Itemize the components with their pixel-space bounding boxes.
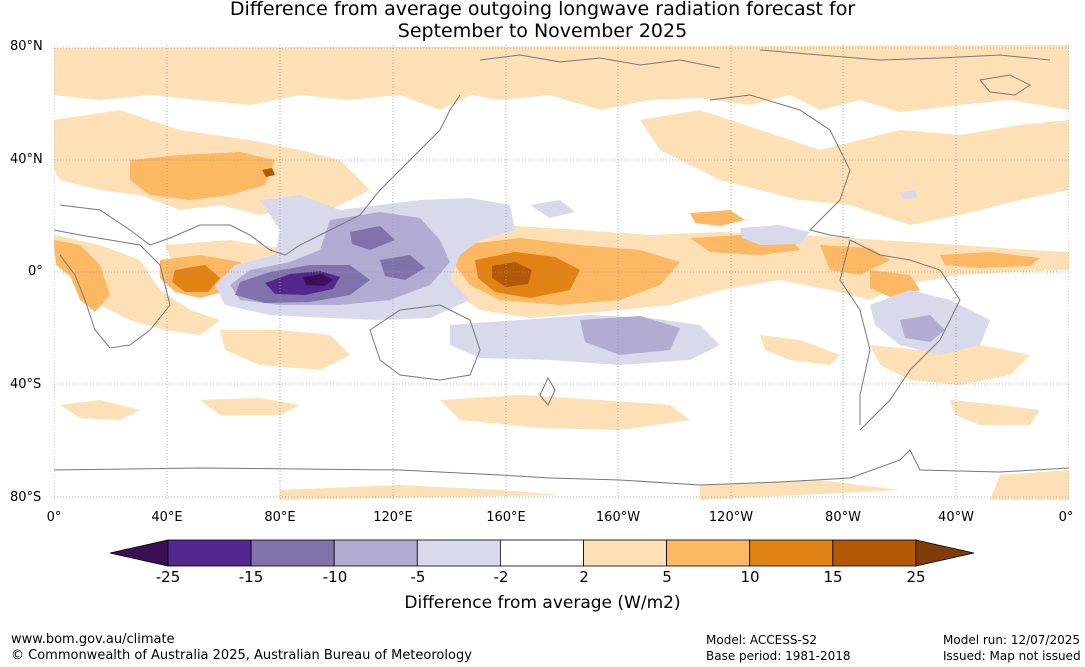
colorbar-swatch — [250, 539, 335, 567]
map-title-line-1: Difference from average outgoing longwav… — [229, 0, 856, 20]
colorbar-tick-label: -25 — [155, 568, 181, 586]
colorbar-tick-label: 10 — [740, 568, 760, 586]
lon-label-80e: 80°E — [264, 510, 296, 525]
colorbar-tick-label: -10 — [322, 568, 348, 586]
lon-label-160e: 160°E — [486, 510, 526, 525]
colorbar-tick-label: -15 — [238, 568, 264, 586]
issued-status: Issued: Map not issued — [943, 649, 1081, 663]
colorbar-swatch — [499, 539, 584, 567]
lon-label-0-left: 0° — [46, 510, 62, 525]
copyright-text: © Commonwealth of Australia 2025, Austra… — [11, 648, 472, 663]
colorbar-swatch — [749, 539, 834, 567]
colorbar — [109, 539, 974, 567]
colorbar-tick-label: 5 — [662, 568, 672, 586]
website-url[interactable]: www.bom.gov.au/climate — [11, 632, 175, 647]
lat-label-40n: 40°N — [10, 152, 43, 167]
colorbar-swatch — [416, 539, 501, 567]
colorbar-tick-label: -5 — [410, 568, 426, 586]
colorbar-extend-high — [915, 539, 974, 567]
lon-label-40w: 40°W — [938, 510, 974, 525]
lon-label-0-right: 0° — [1058, 510, 1074, 525]
colorbar-tick-label: -2 — [493, 568, 509, 586]
model-name: Model: ACCESS-S2 — [706, 633, 818, 647]
coastlines — [54, 49, 1069, 486]
lon-label-120w: 120°W — [708, 510, 754, 525]
colorbar-label: Difference from average (W/m2) — [404, 593, 681, 613]
lat-label-80n: 80°N — [10, 39, 43, 54]
base-period: Base period: 1981-2018 — [706, 649, 851, 663]
lon-label-40e: 40°E — [151, 510, 183, 525]
lat-label-40s: 40°S — [10, 377, 42, 392]
colorbar-tick-label: 15 — [823, 568, 843, 586]
map-title-line-2: September to November 2025 — [397, 20, 688, 42]
colorbar-extend-low — [109, 539, 169, 567]
lon-label-160w: 160°W — [595, 510, 641, 525]
colorbar-tick-label: 2 — [579, 568, 589, 586]
lon-label-120e: 120°E — [373, 510, 413, 525]
colorbar-swatch — [167, 539, 252, 567]
colorbar-swatch — [583, 539, 667, 567]
model-run-date: Model run: 12/07/2025 — [943, 633, 1081, 647]
lon-label-80w: 80°W — [825, 510, 861, 525]
lat-label-equator: 0° — [28, 264, 43, 279]
colorbar-tick-label: 25 — [906, 568, 926, 586]
colorbar-swatch — [832, 539, 917, 567]
anomaly-below-minus-25-regions — [303, 274, 333, 286]
colorbar-swatch — [333, 539, 418, 567]
colorbar-swatch — [666, 539, 751, 567]
graticule — [54, 45, 1069, 500]
lat-label-80s: 80°S — [10, 490, 42, 505]
anomaly-15-to-25-regions — [262, 168, 532, 287]
